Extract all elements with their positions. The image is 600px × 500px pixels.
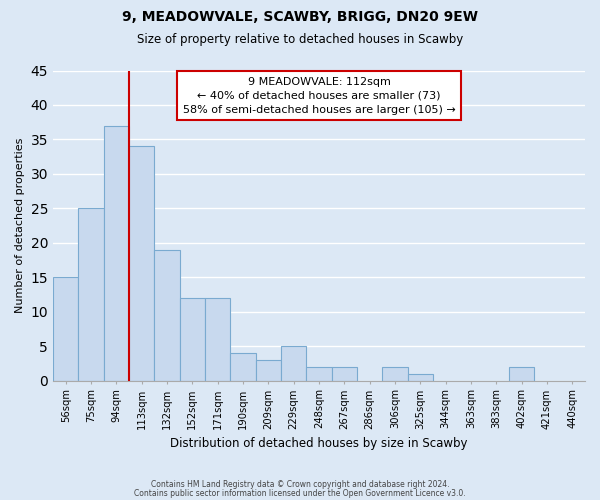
Text: Contains HM Land Registry data © Crown copyright and database right 2024.: Contains HM Land Registry data © Crown c… (151, 480, 449, 489)
Bar (154, 250, 179, 380)
Text: 9 MEADOWVALE: 112sqm
← 40% of detached houses are smaller (73)
58% of semi-detac: 9 MEADOWVALE: 112sqm ← 40% of detached h… (182, 76, 455, 114)
Text: Contains public sector information licensed under the Open Government Licence v3: Contains public sector information licen… (134, 488, 466, 498)
Bar (129, 146, 154, 380)
Bar (205, 298, 230, 380)
Bar (230, 353, 256, 380)
Bar (332, 367, 357, 380)
Bar (307, 367, 332, 380)
Bar (53, 278, 79, 380)
Bar (281, 346, 307, 380)
Bar (382, 367, 407, 380)
Bar (79, 208, 104, 380)
Bar (407, 374, 433, 380)
Bar (179, 298, 205, 380)
Bar (509, 367, 535, 380)
Text: Size of property relative to detached houses in Scawby: Size of property relative to detached ho… (137, 32, 463, 46)
X-axis label: Distribution of detached houses by size in Scawby: Distribution of detached houses by size … (170, 437, 468, 450)
Y-axis label: Number of detached properties: Number of detached properties (15, 138, 25, 314)
Bar (256, 360, 281, 380)
Bar (104, 126, 129, 380)
Text: 9, MEADOWVALE, SCAWBY, BRIGG, DN20 9EW: 9, MEADOWVALE, SCAWBY, BRIGG, DN20 9EW (122, 10, 478, 24)
